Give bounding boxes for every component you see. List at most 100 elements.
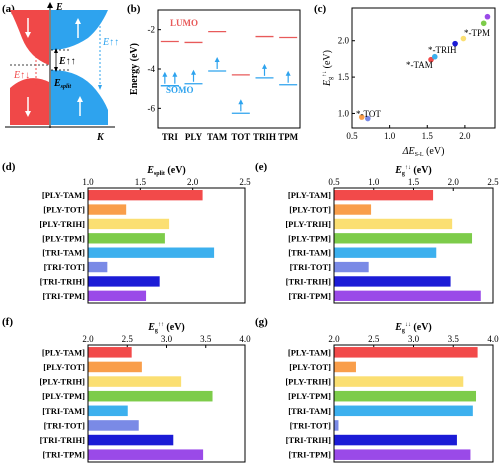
y-tick-label: [TRI-TAM] xyxy=(288,248,331,258)
bar xyxy=(334,290,481,301)
y-tick-label: [TRI-TRIH] xyxy=(286,435,332,445)
y-tick-label: [PLY-TOT] xyxy=(289,205,331,215)
bar xyxy=(334,276,451,287)
eg-parallel-label: E↑↑ xyxy=(58,56,76,67)
arrow-up-icon xyxy=(285,70,291,76)
bar-chart-eg-antiparallel: Eg↑↓ (eV) 0.5 1.0 1.5 2.0 2.5 [PLY-TAM] [PLY-TO… xyxy=(285,165,499,304)
bar xyxy=(334,233,473,244)
y-tick-label: [TRI-TAM] xyxy=(42,406,85,416)
panel-label-e: (e) xyxy=(255,161,268,173)
x-axis-label: Eg↑↑ (eV) xyxy=(147,322,185,334)
x-tick-label: 3.5 xyxy=(448,334,460,344)
bar xyxy=(334,261,369,273)
bar xyxy=(334,218,453,230)
y-tick-label: [TRI-TRIH] xyxy=(40,435,86,445)
panel-label-c: (c) xyxy=(314,3,327,15)
bar xyxy=(334,420,339,431)
x-tick-label: 1.0 xyxy=(82,177,94,187)
bar xyxy=(334,347,478,358)
bar xyxy=(334,190,434,201)
y-tick-label: [TRI-TOT] xyxy=(290,420,332,430)
k-axis-label: K xyxy=(96,132,105,143)
arrow-up-icon xyxy=(162,71,168,77)
x-tick-label: TAM xyxy=(207,132,228,142)
bar xyxy=(88,449,204,460)
arrow-down-icon xyxy=(25,18,31,38)
energy-axis-label: E xyxy=(55,2,63,13)
point-annotation: *-TOT xyxy=(356,109,381,119)
data-point xyxy=(431,53,438,60)
y-tick-label: [PLY-TAM] xyxy=(42,347,85,357)
data-point xyxy=(365,115,371,122)
point-annotation: *-TAM xyxy=(406,60,433,70)
arrow-up-icon xyxy=(238,99,244,105)
y-tick-label: [PLY-TPM] xyxy=(288,233,331,243)
x-tick-label: 0.5 xyxy=(328,177,340,187)
y-tick-label: 1.5 xyxy=(338,72,350,82)
x-tick-label: PLY xyxy=(185,132,203,142)
bar xyxy=(88,190,203,201)
bar xyxy=(334,434,457,446)
x-tick-label: TOT xyxy=(231,132,250,142)
bar xyxy=(88,420,139,431)
x-axis-label: Eg↓↓ (eV) xyxy=(394,322,432,334)
bar xyxy=(88,276,160,287)
y-tick-label: [TRI-TPM] xyxy=(289,450,332,460)
y-tick-label: [PLY-TPM] xyxy=(42,391,85,401)
x-tick-label: 2.5 xyxy=(487,177,499,187)
y-axis-label: Energy (eV) xyxy=(129,43,140,95)
y-tick-label: [TRI-TRIH] xyxy=(40,276,86,286)
x-tick-label: TRIH xyxy=(253,132,276,142)
y-tick-label: [TRI-TOT] xyxy=(44,420,86,430)
panel-label-f: (f) xyxy=(2,316,13,328)
x-tick-label: 3.0 xyxy=(161,334,173,344)
bar xyxy=(88,361,142,373)
x-tick-label: 2.5 xyxy=(239,177,251,187)
y-tick-label: [TRI-TRIH] xyxy=(286,276,332,286)
y-tick-label: -6 xyxy=(148,103,156,113)
bar xyxy=(88,233,165,244)
arrow-up-icon xyxy=(262,63,267,69)
y-tick-label: -2 xyxy=(148,25,156,35)
x-tick-label: 2.5 xyxy=(368,334,380,344)
y-tick-label: 2.0 xyxy=(338,36,350,46)
x-tick-label: 4.0 xyxy=(487,334,499,344)
arrow-up-icon xyxy=(75,18,81,38)
legend-somo: SOMO xyxy=(166,85,194,95)
bar xyxy=(88,376,182,387)
band-diagram: E K E↑↓ E↑↑ E↑↑ Esplit xyxy=(5,2,119,143)
bar xyxy=(88,261,108,273)
arrow-up-icon xyxy=(214,56,220,62)
eg-parallel-outer-label: E↑↑ xyxy=(102,37,119,48)
x-tick-label: 1.5 xyxy=(135,177,147,187)
data-point xyxy=(428,56,434,63)
data-point xyxy=(484,13,491,20)
x-tick-label: 1.5 xyxy=(408,177,420,187)
point-annotation: *-TRIH xyxy=(428,45,457,55)
x-tick-label: 1.0 xyxy=(368,177,380,187)
bar-chart-eg-parallel-up: Eg↑↑ (eV) 2.0 2.5 3.0 3.5 4.0 [PLY-TAM] [PLY-TO… xyxy=(39,322,251,463)
data-point xyxy=(460,35,467,42)
bar xyxy=(88,390,213,402)
bar xyxy=(334,449,471,460)
panel-label-g: (g) xyxy=(255,316,268,328)
data-point xyxy=(480,20,487,27)
y-tick-label: 1.0 xyxy=(338,108,350,118)
x-tick-label: 2.0 xyxy=(459,131,471,141)
bar xyxy=(88,290,147,301)
y-tick-label: [TRI-TOT] xyxy=(44,262,86,272)
x-tick-label: 1.5 xyxy=(422,131,434,141)
y-tick-label: [PLY-TOT] xyxy=(43,205,85,215)
y-tick-label: [PLY-TAM] xyxy=(288,347,331,357)
y-tick-label: -4 xyxy=(148,64,156,74)
red-valence-band xyxy=(10,78,49,125)
y-tick-label: [TRI-TAM] xyxy=(42,248,85,258)
bar xyxy=(334,376,464,387)
x-tick-label: 3.0 xyxy=(408,334,420,344)
bar xyxy=(88,247,215,258)
bar-chart-eg-parallel-down: Eg↓↓ (eV) 2.0 2.5 3.0 3.5 4.0 [PLY-TAM] [PLY-TO… xyxy=(285,322,499,463)
red-conduction-band xyxy=(10,10,49,65)
arrow-up-icon xyxy=(191,69,196,75)
y-tick-label: [TRI-TPM] xyxy=(289,291,332,301)
